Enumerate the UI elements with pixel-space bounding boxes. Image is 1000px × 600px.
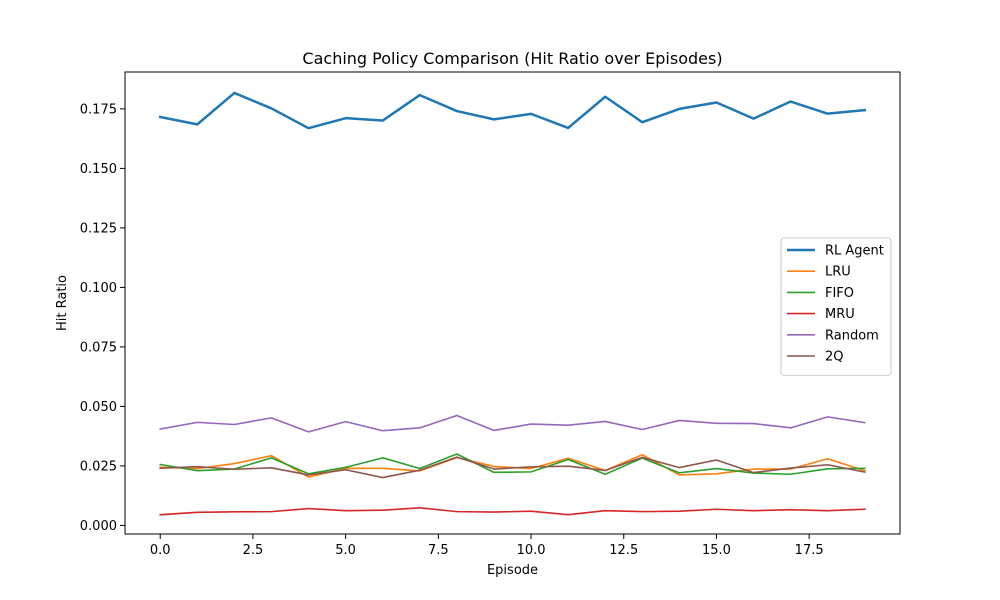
x-tick-label: 10.0 bbox=[517, 543, 546, 558]
series-line-mru bbox=[159, 507, 866, 516]
series-line-fifo bbox=[159, 453, 866, 476]
y-tick-label: 0.050 bbox=[80, 400, 117, 415]
y-tick-label: 0.125 bbox=[80, 221, 117, 236]
x-tick-label: 7.5 bbox=[428, 543, 449, 558]
legend-box bbox=[780, 237, 892, 376]
chart-title: Caching Policy Comparison (Hit Ratio ove… bbox=[302, 49, 722, 68]
x-tick-label: 5.0 bbox=[335, 543, 356, 558]
x-tick-label: 0.0 bbox=[150, 543, 171, 558]
x-axis-label: Episode bbox=[487, 563, 538, 578]
legend-label-random: Random bbox=[825, 328, 879, 343]
x-tick-label: 2.5 bbox=[243, 543, 264, 558]
x-axis-ticks: 0.0 2.5 5.0 7.5 10.0 12.5 15.0 17.5 bbox=[150, 534, 824, 558]
legend-label-lru: LRU bbox=[825, 265, 851, 280]
y-tick-label: 0.175 bbox=[80, 102, 117, 117]
y-tick-label: 0.075 bbox=[80, 340, 117, 355]
y-tick-label: 0.025 bbox=[80, 459, 117, 474]
x-tick-label: 17.5 bbox=[795, 543, 824, 558]
y-axis-ticks: 0.000 0.025 0.050 0.075 0.100 0.125 0.150 0.175 bbox=[80, 102, 125, 534]
plot-lines bbox=[158, 91, 867, 516]
y-tick-label: 0.150 bbox=[80, 162, 117, 177]
x-tick-label: 12.5 bbox=[609, 543, 638, 558]
series-line-rl-agent bbox=[158, 91, 867, 130]
series-line-random bbox=[159, 414, 866, 433]
plot-frame bbox=[124, 71, 901, 535]
x-tick-label: 15.0 bbox=[702, 543, 731, 558]
legend-label-fifo: FIFO bbox=[825, 286, 854, 301]
legend-label-2q: 2Q bbox=[825, 350, 844, 365]
legend: RL Agent LRU FIFO MRU Random 2Q bbox=[780, 237, 892, 376]
y-axis-label: Hit Ratio bbox=[55, 275, 70, 331]
legend-label-rl-agent: RL Agent bbox=[825, 244, 884, 259]
y-tick-label: 0.100 bbox=[80, 281, 117, 296]
y-tick-label: 0.000 bbox=[80, 519, 117, 534]
series-line-2q bbox=[159, 456, 866, 479]
legend-label-mru: MRU bbox=[825, 307, 855, 322]
